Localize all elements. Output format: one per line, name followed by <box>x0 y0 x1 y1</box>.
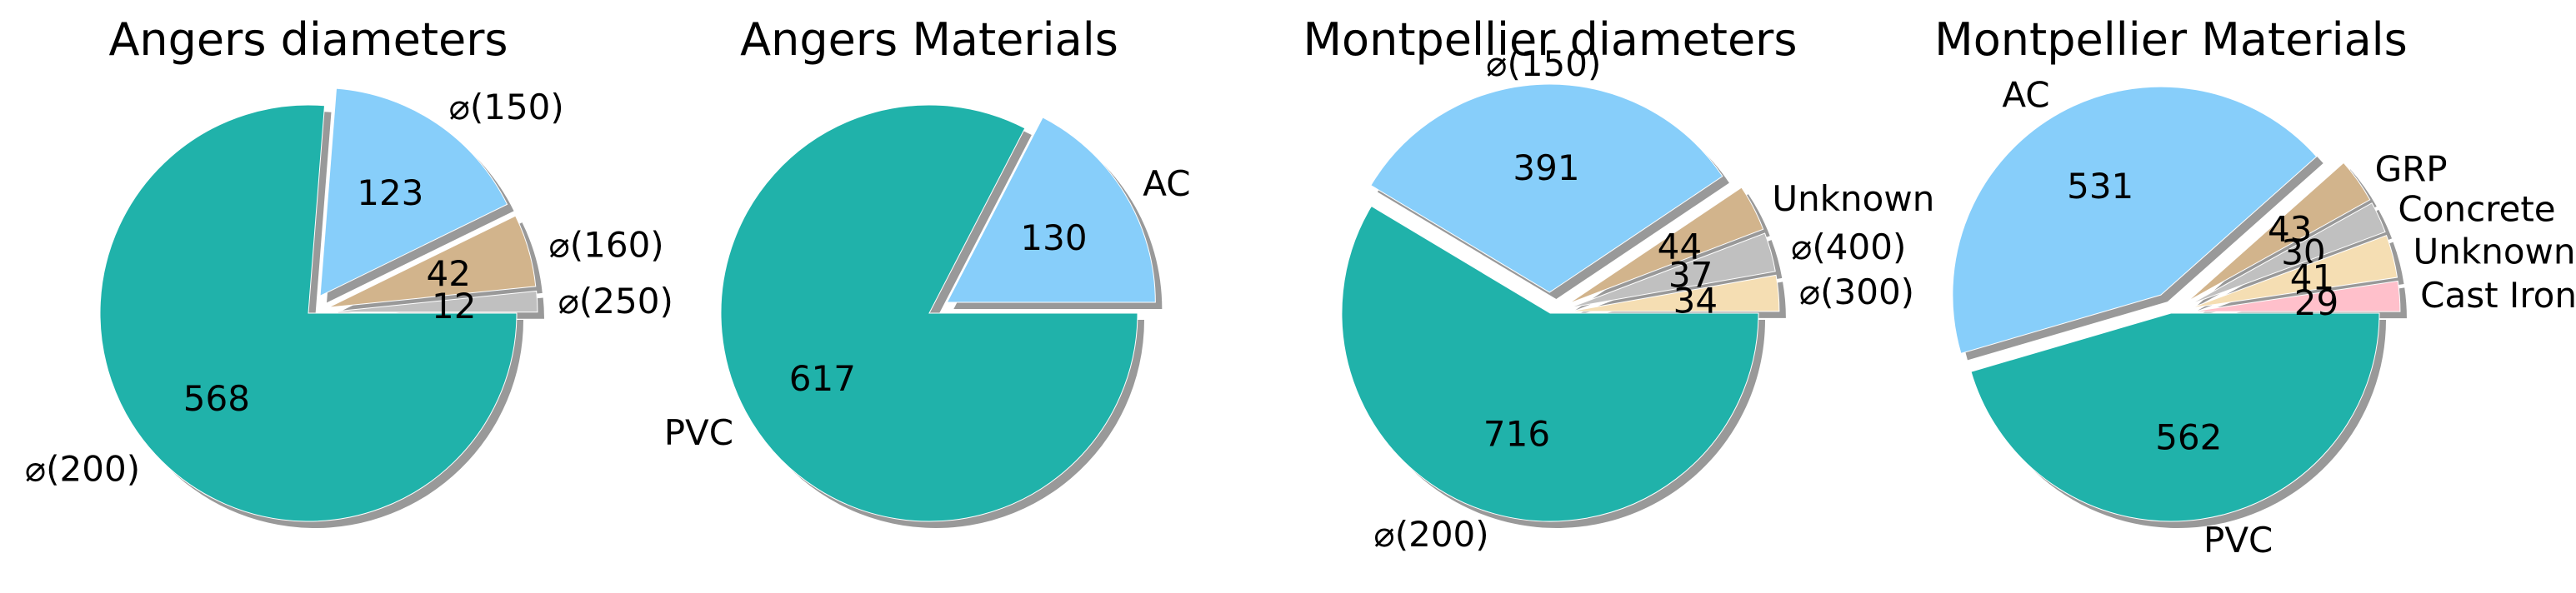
pie-slice <box>2188 162 2371 301</box>
slice-value-label: 29 <box>2294 282 2338 323</box>
pie-slice <box>1952 86 2318 354</box>
slice-label: GRP <box>2375 148 2448 189</box>
slice-label: ⌀(150) <box>1486 43 1601 84</box>
slice-label: ⌀(250) <box>558 281 673 321</box>
slice-label: ⌀(200) <box>1373 514 1488 555</box>
slice-value-label: 531 <box>2067 166 2133 207</box>
pie-slice <box>328 290 538 313</box>
slice-label: ⌀(160) <box>548 225 663 266</box>
pie-chart-2: Angers Materials PVC 617 AC 130 <box>664 13 1191 529</box>
pie-chart-1: Angers diameters ⌀(200) 568 ⌀(150) 123 ⌀(160)… <box>25 13 673 528</box>
slice-label: Unknown <box>1772 178 1934 219</box>
slice-label: ⌀(400) <box>1791 227 1906 267</box>
slice-value-label: 41 <box>2290 257 2334 297</box>
chart-title: Montpellier Materials <box>1934 13 2408 66</box>
pie-slice <box>99 104 518 522</box>
pie-chart-3: Montpellier diameters ⌀(200) 716 ⌀(150) 391 U… <box>1303 13 1934 555</box>
slice-label: PVC <box>2203 520 2273 561</box>
slice-label: ⌀(300) <box>1799 272 1914 312</box>
pie-slice <box>1970 312 2380 522</box>
pie-slice <box>328 215 537 308</box>
slice-value-label: 617 <box>789 358 856 399</box>
slice-label: ⌀(150) <box>449 87 564 127</box>
chart-title: Montpellier diameters <box>1303 13 1797 66</box>
pie-slice <box>1341 205 1759 522</box>
pie-slice <box>720 104 1138 522</box>
chart-title: Angers diameters <box>108 13 508 66</box>
slice-label: AC <box>1143 163 1190 204</box>
slice-value-label: 568 <box>183 378 250 419</box>
pie-slice <box>1570 274 1780 312</box>
slice-label: ⌀(200) <box>25 449 140 490</box>
pie-slice <box>319 87 508 297</box>
slice-value-label: 34 <box>1673 281 1718 321</box>
pie-slice <box>2191 280 2401 312</box>
pie-slice <box>1370 83 1723 293</box>
slice-value-label: 391 <box>1513 147 1579 188</box>
pie-slice <box>1569 232 1776 308</box>
slice-label: AC <box>2002 75 2049 116</box>
slice-label: Cast Iron <box>2420 275 2576 316</box>
slice-value-label: 12 <box>432 286 476 326</box>
slice-value-label: 42 <box>427 253 471 294</box>
chart-title: Angers Materials <box>740 13 1118 66</box>
pie-slice <box>2189 202 2386 305</box>
slice-value-label: 716 <box>1483 414 1550 455</box>
slice-value-label: 562 <box>2155 416 2222 457</box>
slice-value-label: 123 <box>357 172 423 213</box>
slice-label: Unknown <box>2413 231 2576 272</box>
pie-slice <box>1568 187 1764 304</box>
pie-slice <box>2191 235 2398 309</box>
slice-label: PVC <box>664 412 733 453</box>
slice-value-label: 130 <box>1020 217 1087 258</box>
pie-slice <box>946 117 1156 303</box>
slice-label: Concrete <box>2398 188 2555 229</box>
